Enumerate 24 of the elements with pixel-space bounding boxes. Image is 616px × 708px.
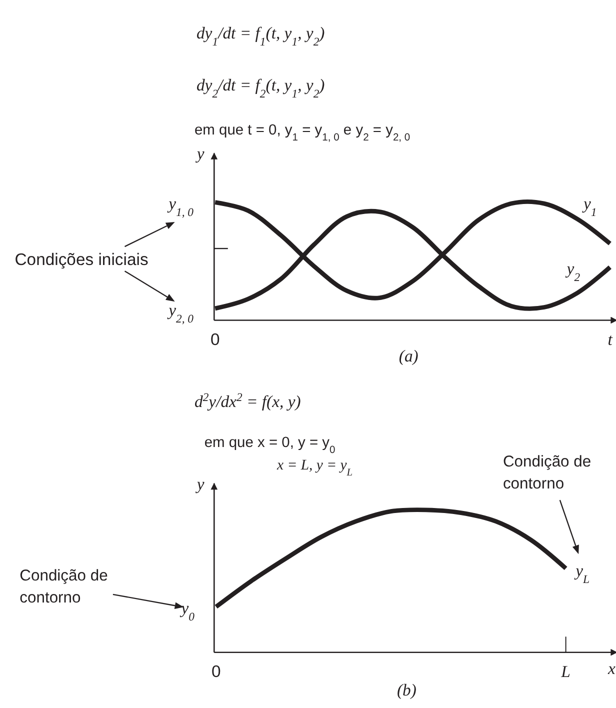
text: dy$_{2}$/dt = f$_{2}$(t, y$_{1}$, y$_{2}$) [196,75,325,100]
text: em que t = 0, y$_{1}$ = y$_{1, 0}$ e y$_{2}$ = y$_{2, 0}$ [194,122,410,144]
annotation: y$_{L}$ [574,561,590,586]
y-axis-title: y [194,144,205,164]
text: x = L, y = y$_{L}$ [276,458,353,478]
annotation: y$_{2, 0}$ [166,300,194,325]
text: dy$_{1}$/dt = f$_{1}$(t, y$_{1}$, y$_{2}$) [196,23,325,48]
x-tick-label: 0 [210,330,220,350]
text: (a) [398,346,419,366]
text: Condições iniciais [14,250,148,270]
series-label: y$_{1}$ [581,194,597,219]
text: d$^{2}$y/dx$^{2}$ = f(x, y) [194,390,302,411]
x-tick-label: 0 [211,662,221,682]
y-axis-title: y [194,474,205,494]
annotation: y$_{1, 0}$ [166,194,194,219]
x-axis-title: x [607,658,616,678]
text: (b) [396,680,417,700]
annotation: y$_{0}$ [179,598,195,624]
text: em que x = 0, y = y$_{0}$ [204,435,336,456]
x-tick-label: t [608,330,613,350]
series-label: y$_{2}$ [564,259,580,284]
text: Condição de contorno [20,568,108,606]
x-tick-label: L [560,662,570,682]
text: Condição de contorno [502,454,592,492]
